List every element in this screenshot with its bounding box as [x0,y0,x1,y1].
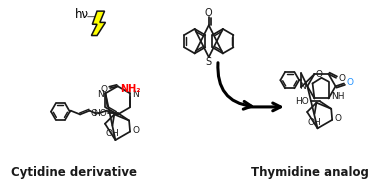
Text: O: O [315,70,322,79]
Text: O: O [339,74,346,83]
Text: NH: NH [332,92,345,101]
Text: N: N [299,82,305,91]
Text: O: O [205,8,212,18]
Text: OH: OH [308,118,321,127]
Text: O: O [347,78,354,87]
Text: N: N [97,90,104,99]
Text: HO: HO [93,108,107,118]
Text: O: O [101,85,107,94]
Text: N: N [132,90,138,99]
Text: NH₂: NH₂ [120,84,140,94]
Text: O: O [335,114,342,123]
Text: Cytidine derivative: Cytidine derivative [11,166,136,179]
Polygon shape [91,11,105,35]
Text: hν: hν [75,8,89,21]
Text: S: S [206,57,212,67]
Text: OH: OH [105,129,119,139]
Text: Thymidine analog: Thymidine analog [251,166,369,179]
Text: HO: HO [295,97,309,106]
Text: O: O [133,126,140,135]
Text: O: O [90,109,97,118]
